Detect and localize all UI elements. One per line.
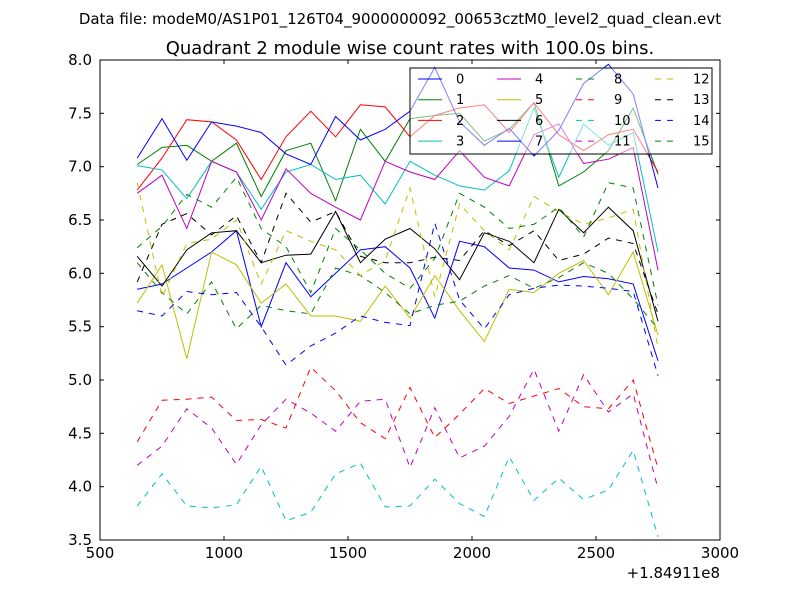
y-tick-label: 3.5 (68, 531, 92, 549)
legend-label-12: 12 (693, 73, 710, 88)
legend-label-15: 15 (693, 135, 710, 150)
x-tick-label: 500 (86, 544, 115, 562)
legend-label-11: 11 (614, 135, 631, 150)
legend-label-1: 1 (456, 93, 464, 108)
y-tick-label: 8.0 (68, 51, 92, 69)
legend-label-5: 5 (535, 93, 543, 108)
series-line-14 (137, 221, 659, 376)
tick-layer: 500 1000 1500 2000 2500 3000 3.5 4.0 4.5 5.0 5.5 6.… (68, 51, 739, 562)
legend-label-8: 8 (614, 73, 622, 88)
y-tick-label: 6.5 (68, 211, 92, 229)
x-tick-label: 1000 (205, 544, 243, 562)
y-tick-label: 7.0 (68, 158, 92, 176)
y-tick-label: 5.0 (68, 371, 92, 389)
series-line-0 (137, 229, 659, 361)
y-tick-label: 6.0 (68, 264, 92, 282)
legend-label-0: 0 (456, 73, 464, 88)
series-line-10 (136, 449, 659, 537)
x-tick-label: 2500 (577, 544, 615, 562)
y-tick-label: 4.0 (68, 478, 92, 496)
x-tick-label: 1500 (329, 544, 367, 562)
x-tick-label: 2000 (453, 544, 491, 562)
legend-label-4: 4 (535, 73, 543, 88)
series-line-8 (136, 262, 659, 330)
chart-title: Quadrant 2 module wise count rates with … (166, 38, 655, 59)
figure-suptitle: Data file: modeM0/AS1P01_126T04_90000000… (79, 10, 721, 29)
legend-label-13: 13 (693, 93, 710, 108)
y-tick-label: 7.5 (68, 104, 92, 122)
series-line-5 (136, 250, 659, 359)
y-tick-label: 5.5 (68, 318, 92, 336)
legend-label-14: 14 (693, 114, 710, 129)
y-tick-label: 4.5 (68, 424, 92, 442)
legend-box (409, 67, 713, 155)
legend-label-10: 10 (614, 114, 631, 129)
series-line-1 (136, 101, 659, 203)
legend-label-9: 9 (614, 93, 622, 108)
legend-label-3: 3 (456, 135, 464, 150)
x-tick-label: 3000 (701, 544, 739, 562)
series-line-13 (136, 192, 659, 315)
legend-label-6: 6 (535, 114, 543, 129)
legend-label-7: 7 (535, 135, 543, 150)
series-line-12 (136, 182, 659, 349)
legend-label-2: 2 (456, 114, 464, 129)
x-offset-label: +1.84911e8 (627, 564, 720, 582)
series-line-6 (136, 206, 659, 322)
series-line-15 (136, 176, 659, 306)
plot-frame (99, 59, 721, 541)
